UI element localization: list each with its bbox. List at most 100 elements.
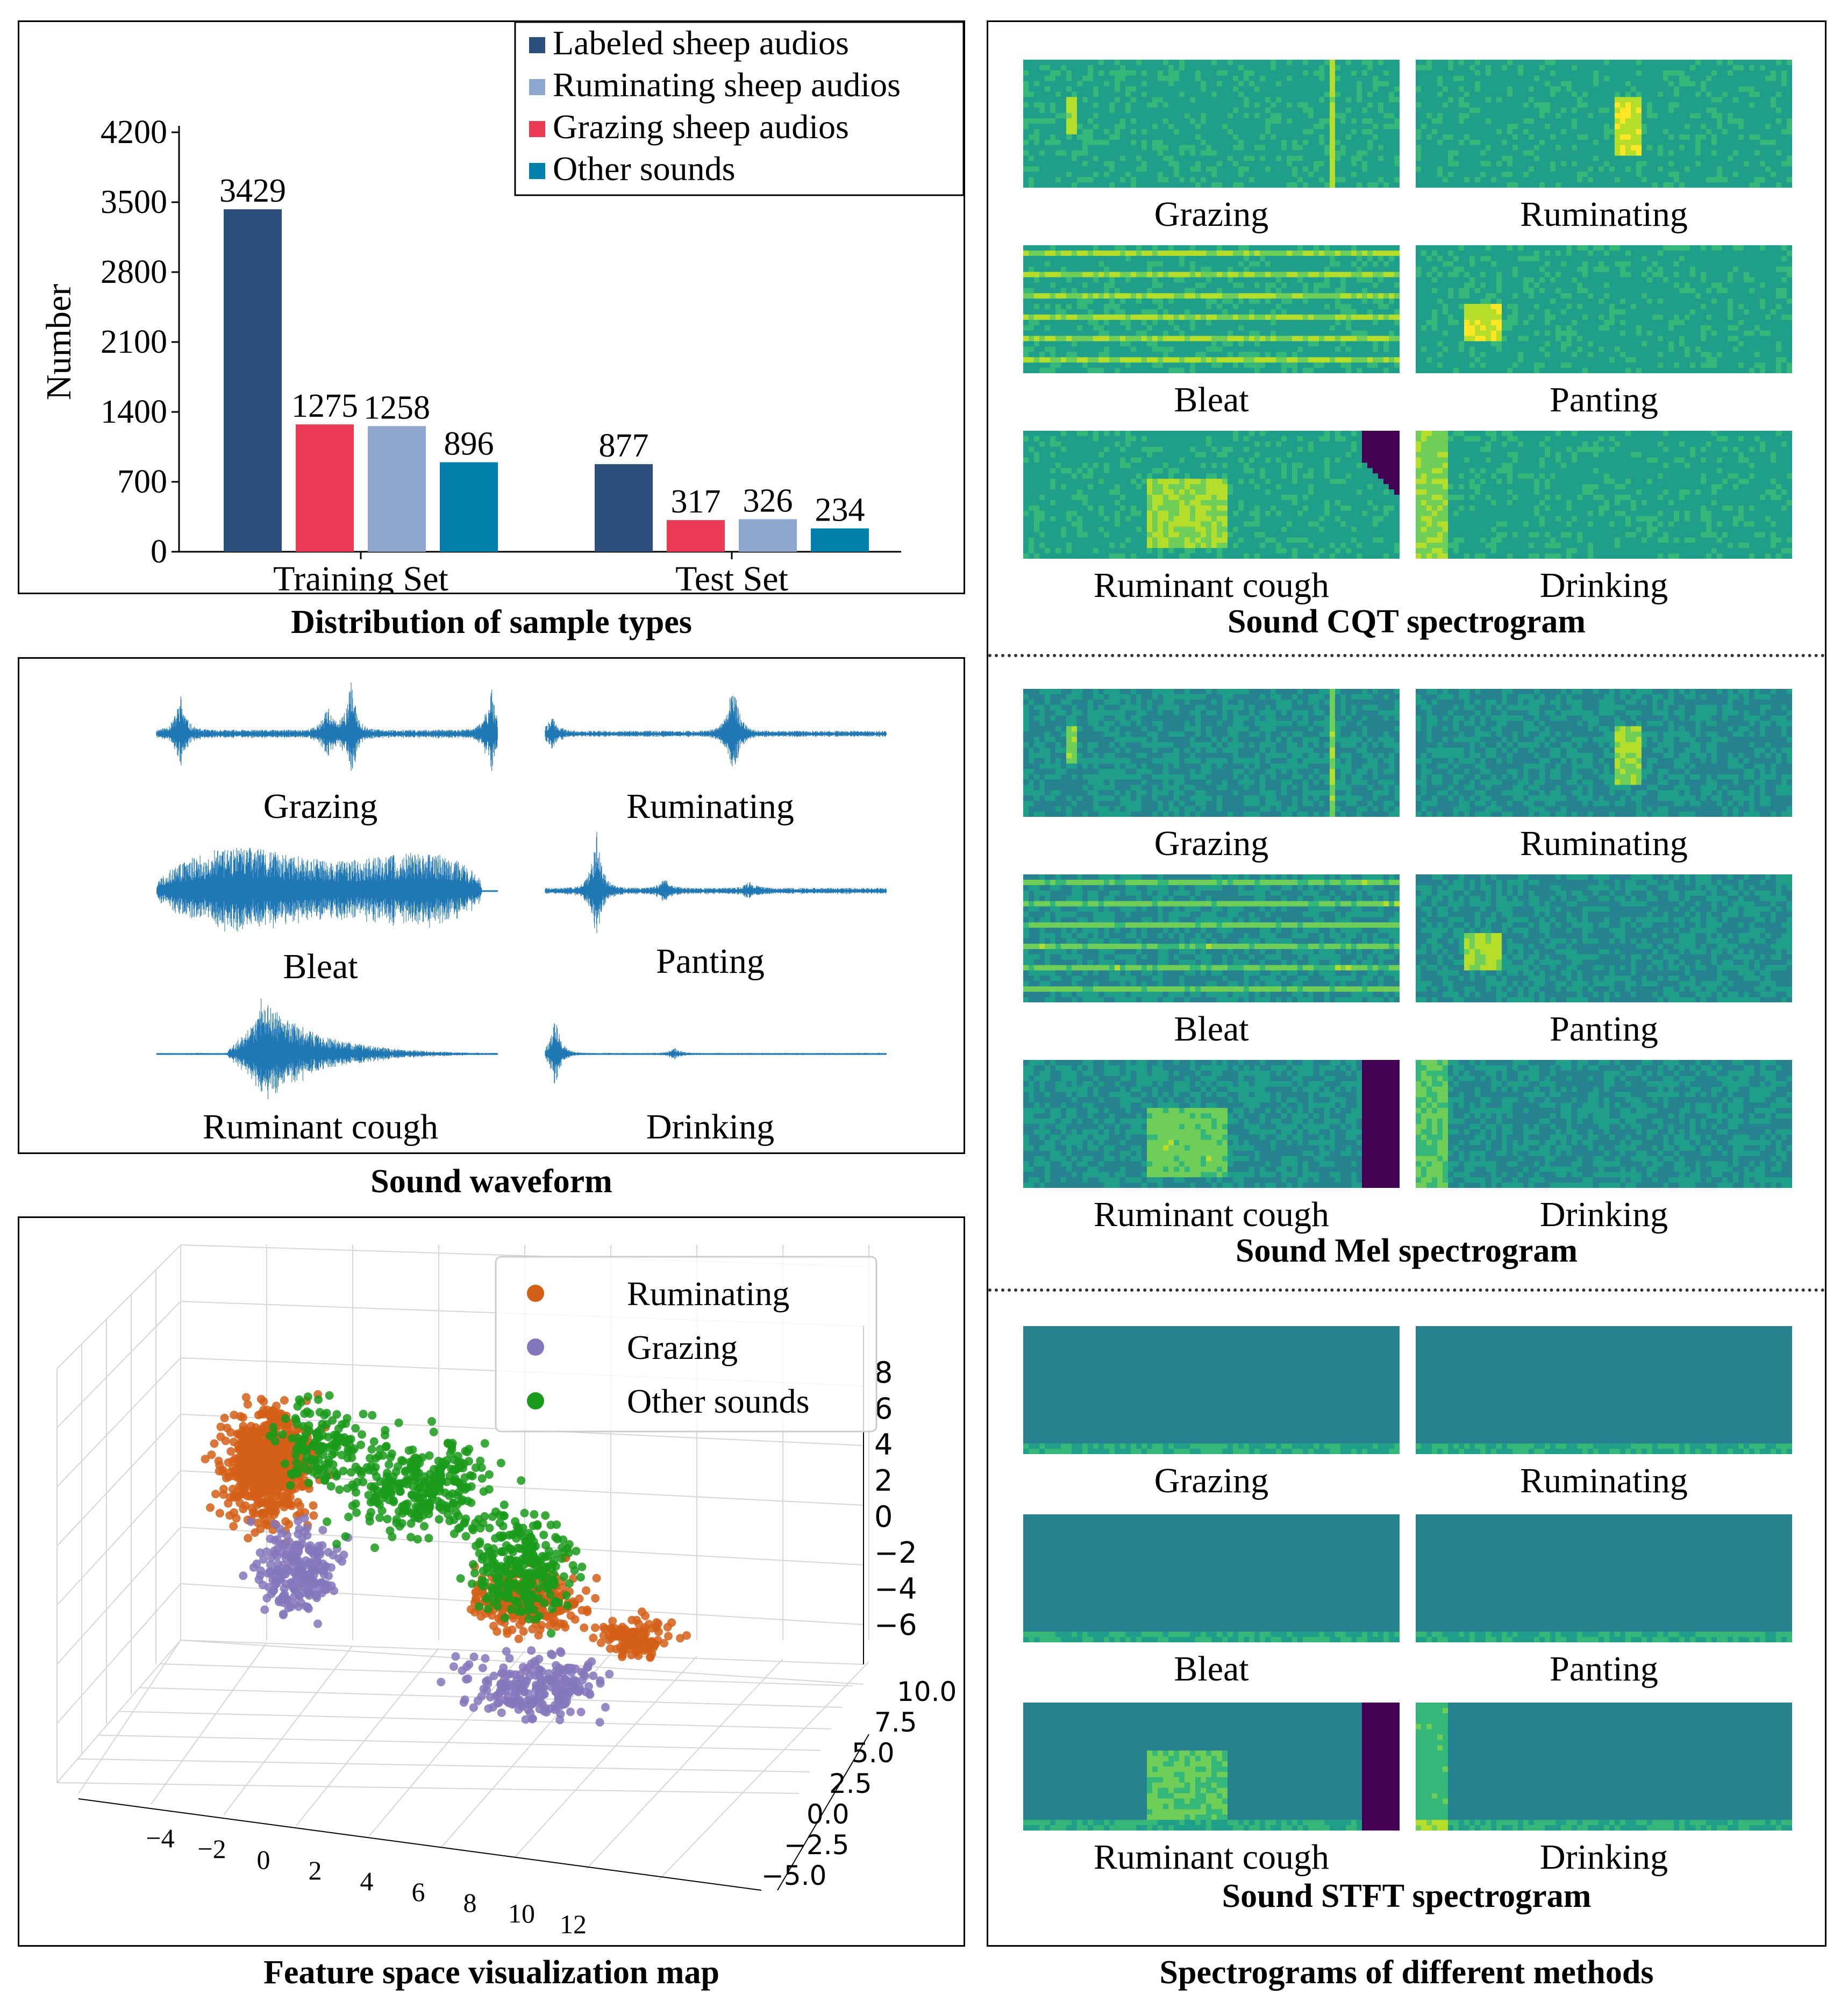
scatter-point (326, 1482, 336, 1491)
scatter-point (559, 1535, 568, 1544)
legend-label: Ruminating sheep audios (553, 66, 901, 104)
spectrogram-label: Ruminating (1416, 1461, 1792, 1501)
scatter-point (476, 1523, 485, 1533)
scatter-point (412, 1469, 422, 1478)
bar-grazing-sheep-audios (667, 520, 725, 552)
scatter-point (525, 1699, 534, 1708)
legend-swatch (529, 79, 545, 95)
scatter-point (457, 1497, 466, 1506)
spectrogram-label: Ruminant cough (1023, 1194, 1400, 1235)
scatter-point (253, 1518, 262, 1527)
scatter-point (247, 1452, 256, 1462)
scatter-point (297, 1482, 306, 1491)
y-tick-label: −5.0 (761, 1860, 826, 1891)
scatter-point (281, 1414, 290, 1423)
scatter-point (469, 1703, 478, 1712)
scatter-point (337, 1450, 346, 1459)
scatter-point (534, 1594, 544, 1603)
scatter-point (576, 1707, 586, 1717)
spectrogram-label: Panting (1416, 380, 1792, 421)
legend-label: Ruminating (627, 1274, 789, 1313)
scatter-point (243, 1437, 252, 1446)
scatter-point (541, 1675, 550, 1684)
scatter-point (519, 1627, 528, 1636)
scatter-point (494, 1589, 503, 1598)
spectrogram-label: Drinking (1416, 1194, 1792, 1235)
scatter-point (338, 1557, 347, 1566)
scatter-point (259, 1406, 268, 1414)
bar-grazing-sheep-audios (296, 424, 354, 552)
scatter-point (291, 1426, 301, 1435)
scatter-point (514, 1679, 523, 1688)
legend-label: Grazing (627, 1328, 738, 1366)
scatter-point (541, 1611, 551, 1620)
scatter-point (592, 1573, 601, 1583)
scatter-point (370, 1482, 379, 1491)
scatter-point (478, 1663, 487, 1672)
scatter-point (612, 1644, 621, 1654)
scatter-point (500, 1683, 509, 1692)
spectrogram-label: Ruminant cough (1023, 565, 1400, 606)
scatter-point (294, 1529, 303, 1539)
scatter-point (429, 1427, 438, 1436)
scatter-point (394, 1479, 403, 1488)
scatter-point (469, 1560, 478, 1569)
scatter-point (286, 1603, 295, 1612)
scatter-point (289, 1550, 298, 1560)
scatter-panel: −4 −2 0 2 4 6 8 10 12 −5.0 −2.5 0.0 2.5 5.0 7.5 10.0 −6−… (18, 1216, 965, 1947)
scatter-point (260, 1605, 269, 1614)
y-tick-label: 0.0 (807, 1799, 850, 1830)
scatter-point (489, 1598, 498, 1607)
scatter-point (456, 1574, 465, 1583)
scatter-point (535, 1665, 544, 1674)
feature-scatter-3d: −4 −2 0 2 4 6 8 10 12−5.0−2.50.02.55.07.510.0−6−… (56, 1244, 957, 1939)
spectrogram-caption: Spectrograms of different methods (987, 1954, 1826, 1992)
scatter-point (572, 1547, 581, 1556)
scatter-point (302, 1452, 311, 1461)
scatter-point (396, 1487, 405, 1496)
z-tick-label: 8 (874, 1356, 893, 1390)
scatter-point (296, 1598, 305, 1607)
z-tick-label: −2 (874, 1536, 917, 1570)
scatter-point (225, 1511, 234, 1520)
scatter-point (514, 1600, 523, 1609)
scatter-point (366, 1454, 375, 1463)
spectrogram-label: Grazing (1023, 194, 1400, 235)
scatter-point (255, 1548, 265, 1557)
scatter-point (534, 1612, 544, 1620)
scatter-point (279, 1610, 288, 1619)
scatter-point (514, 1607, 523, 1616)
scatter-point (571, 1664, 580, 1674)
y-axis-label: Number (39, 284, 79, 400)
spectrogram-stft-bleat (1023, 1514, 1400, 1642)
y-tick-label: −2.5 (784, 1829, 849, 1861)
scatter-point (485, 1591, 494, 1600)
scatter-point (589, 1671, 598, 1680)
scatter-point (424, 1534, 433, 1543)
scatter-point (477, 1474, 487, 1483)
x-tick-label: Test Set (675, 559, 788, 593)
scatter-point (483, 1604, 493, 1613)
legend-swatch (529, 163, 545, 179)
scatter-point (386, 1526, 395, 1535)
spectrogram-mel-bleat (1023, 874, 1400, 1002)
scatter-point (641, 1611, 650, 1620)
z-tick-label: 0 (874, 1500, 893, 1534)
grid-line (78, 1640, 181, 1794)
scatter-point (259, 1485, 268, 1494)
scatter-point (302, 1446, 311, 1455)
scatter-point (352, 1508, 361, 1517)
scatter-point (446, 1449, 455, 1458)
scatter-point (239, 1413, 247, 1422)
scatter-point (368, 1411, 377, 1420)
scatter-point (318, 1526, 327, 1535)
scatter-point (295, 1501, 304, 1511)
grid-line (56, 1301, 181, 1428)
scatter-point (215, 1508, 224, 1518)
scatter-point (596, 1638, 605, 1647)
scatter-point (283, 1493, 292, 1502)
scatter-point (269, 1586, 277, 1596)
bar-value-label: 896 (444, 426, 494, 462)
scatter-point (244, 1534, 253, 1543)
scatter-point (309, 1511, 318, 1520)
